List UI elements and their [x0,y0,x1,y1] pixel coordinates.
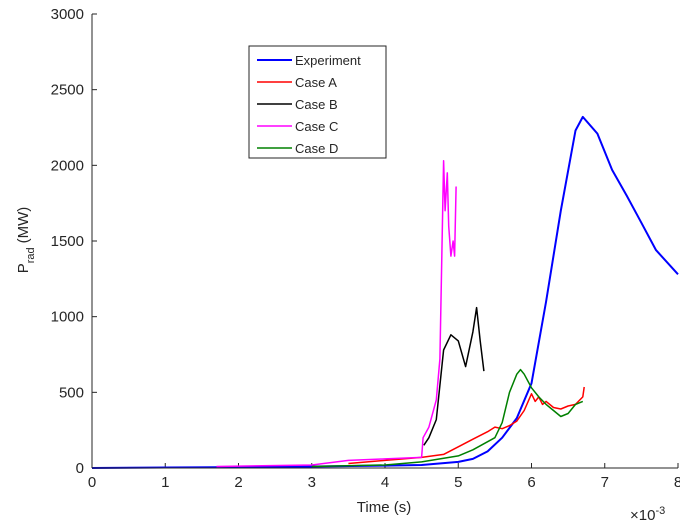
x-tick-label: 2 [234,474,242,491]
legend-label-case-d: Case D [295,141,338,156]
y-tick-label: 1500 [51,233,84,250]
series-line-experiment [91,115,679,469]
y-axis-title-symbol: P [15,263,32,273]
legend-label-case-c: Case C [295,119,338,134]
y-tick-label: 2500 [51,82,84,99]
svg-text:Prad(MW): Prad (MW) [15,207,37,274]
y-axis-title-subscript: rad [25,247,37,263]
svg-text:×10-3: ×10-3 [630,505,665,524]
y-tick-label: 2000 [51,157,84,174]
y-axis-title: Prad (MW) [15,207,37,274]
x-axis-multiplier-base: ×10 [630,507,655,524]
x-tick-label: 6 [527,474,535,491]
y-tick-label: 500 [59,384,84,401]
y-axis-ticks: 0 500 1000 1500 2000 2500 3000 [51,6,97,477]
x-tick-label: 3 [308,474,316,491]
series-layer [91,115,679,469]
x-axis-title: Time (s) [357,499,411,516]
legend-label-experiment: Experiment [295,53,361,68]
x-tick-label: 8 [674,474,680,491]
x-tick-label: 0 [88,474,96,491]
series-line-case-b [423,306,485,446]
x-axis-multiplier: ×10-3 [630,505,665,524]
series-line-case-c [216,160,457,468]
legend-items: Experiment Case A Case B Case C Case D [257,53,361,156]
series-line-case-d [311,368,584,468]
legend: Experiment Case A Case B Case C Case D [248,45,387,159]
legend-label-case-b: Case B [295,97,338,112]
y-tick-label: 3000 [51,6,84,23]
legend-label-case-a: Case A [295,75,337,90]
x-tick-label: 1 [161,474,169,491]
series-line-case-a [348,386,585,465]
x-tick-label: 5 [454,474,462,491]
y-tick-label: 1000 [51,309,84,326]
y-axis-title-unit: (MW) [15,207,32,244]
y-tick-label: 0 [76,460,84,477]
legend-box [248,45,387,159]
x-tick-label: 7 [601,474,609,491]
x-axis-multiplier-exponent: -3 [655,505,665,517]
x-tick-label: 4 [381,474,389,491]
